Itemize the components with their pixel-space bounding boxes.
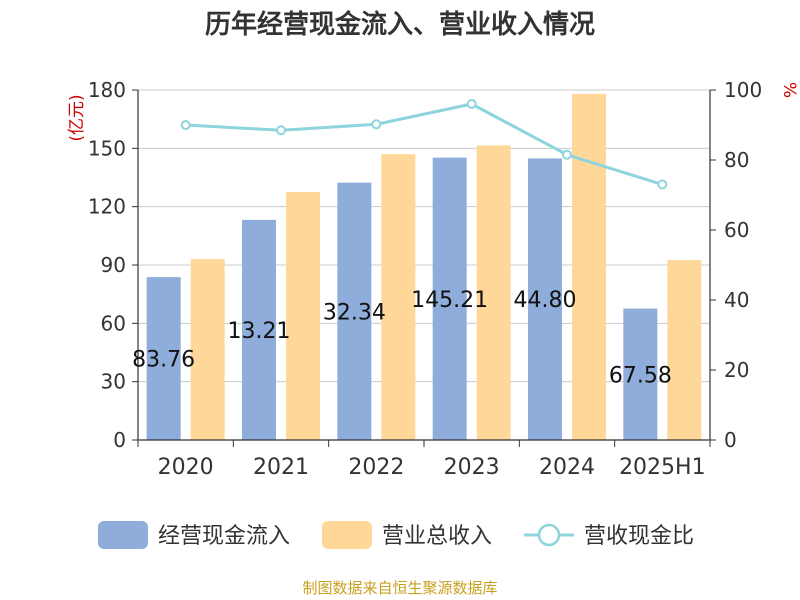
x-tick-label: 2025H1	[619, 455, 706, 480]
bar-cash-inflow	[623, 308, 658, 440]
legend-item-revenue-label: 营业总收入	[382, 524, 492, 549]
bar-data-label: 83.76	[132, 348, 195, 373]
bar-data-label: 145.21	[411, 288, 488, 313]
bar-cash-inflow	[528, 158, 562, 440]
legend: 经营现金流入 营业总收入 营收现金比	[98, 521, 694, 549]
bar-cash-inflow	[146, 277, 181, 440]
ratio-point	[657, 179, 668, 190]
ratio-point	[562, 149, 572, 160]
y-left-tick-label: 150	[88, 136, 126, 160]
bar-cash-inflow	[337, 182, 372, 440]
legend-item-ratio-label: 营收现金比	[584, 524, 694, 549]
y-left-tick-label: 120	[88, 195, 126, 219]
bar-data-label: 32.34	[323, 300, 386, 325]
x-tick-label: 2023	[444, 455, 500, 480]
ratio-line	[180, 99, 668, 190]
bar-revenue	[572, 93, 606, 440]
y-left-tick-label: 0	[113, 428, 126, 452]
ratio-point	[180, 120, 191, 130]
x-tick-label: 2022	[348, 455, 404, 480]
bar-data-label: 44.80	[514, 288, 577, 313]
grid-lines	[138, 89, 710, 383]
legend-item-cash-inflow-swatch	[98, 521, 148, 549]
bar-data-label: 13.21	[228, 319, 291, 344]
y-right-axis-label: %	[779, 82, 799, 98]
chart-title: 历年经营现金流入、营业收入情况	[204, 10, 595, 40]
y-right-tick-label: 100	[724, 78, 762, 102]
bars	[146, 93, 702, 440]
axes: 0 30 60 90 120 150 180 0 20 40 60 80 100 (亿元)% 2020 202…	[67, 78, 799, 480]
y-left-tick-label: 90	[101, 253, 126, 277]
y-right-tick-label: 40	[724, 288, 749, 312]
x-tick-label: 2021	[253, 455, 309, 480]
y-right-tick-label: 60	[724, 218, 749, 242]
y-left-tick-label: 180	[88, 78, 126, 102]
ratio-point	[466, 99, 477, 109]
bar-revenue	[286, 192, 320, 440]
y-right-tick-label: 0	[724, 428, 737, 452]
ratio-point	[371, 119, 382, 130]
bar-revenue	[190, 259, 225, 440]
ratio-point	[276, 125, 286, 136]
bar-revenue	[667, 260, 702, 440]
bar-revenue	[381, 154, 416, 440]
ratio-line-path	[185, 102, 663, 186]
y-left-tick-label: 60	[101, 311, 126, 335]
y-left-axis-label: (亿元)	[67, 94, 87, 141]
bar-revenue	[476, 145, 511, 440]
legend-item-revenue-swatch	[322, 521, 372, 549]
data-labels: 83.76 13.21 32.34 145.21 44.80 67.58	[132, 288, 672, 388]
legend-item-cash-inflow-label: 经营现金流入	[158, 524, 290, 549]
bar-cash-inflow	[432, 157, 467, 440]
bar-data-label: 67.58	[609, 363, 672, 388]
x-tick-label: 2024	[539, 455, 595, 480]
bar-cash-inflow	[242, 219, 276, 440]
y-right-tick-label: 80	[724, 148, 749, 172]
y-left-tick-label: 30	[101, 370, 126, 394]
x-tick-label: 2020	[158, 455, 214, 480]
legend-item-ratio-swatch-dot	[537, 523, 561, 547]
y-right-tick-label: 20	[724, 358, 749, 382]
source-note: 制图数据来自恒生聚源数据库	[302, 579, 498, 597]
